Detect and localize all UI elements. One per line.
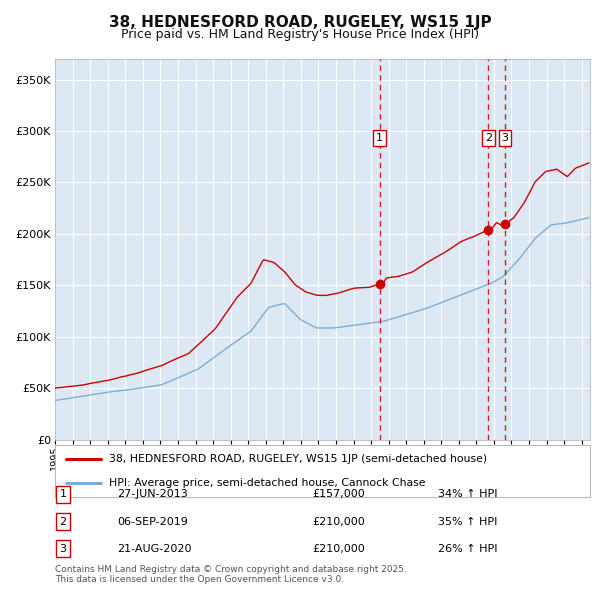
Text: 3: 3	[502, 133, 509, 143]
Text: £157,000: £157,000	[312, 490, 365, 499]
Text: 1: 1	[376, 133, 383, 143]
Text: 38, HEDNESFORD ROAD, RUGELEY, WS15 1JP: 38, HEDNESFORD ROAD, RUGELEY, WS15 1JP	[109, 15, 491, 30]
Text: Contains HM Land Registry data © Crown copyright and database right 2025.
This d: Contains HM Land Registry data © Crown c…	[55, 565, 407, 584]
Text: 35% ↑ HPI: 35% ↑ HPI	[438, 517, 497, 526]
Text: 2: 2	[485, 133, 492, 143]
Text: 3: 3	[59, 544, 67, 553]
Text: 38, HEDNESFORD ROAD, RUGELEY, WS15 1JP (semi-detached house): 38, HEDNESFORD ROAD, RUGELEY, WS15 1JP (…	[109, 454, 487, 464]
Text: 26% ↑ HPI: 26% ↑ HPI	[438, 544, 497, 553]
Text: 1: 1	[59, 490, 67, 499]
Text: 27-JUN-2013: 27-JUN-2013	[117, 490, 188, 499]
Text: 34% ↑ HPI: 34% ↑ HPI	[438, 490, 497, 499]
Text: £210,000: £210,000	[312, 517, 365, 526]
Text: 2: 2	[59, 517, 67, 526]
Text: 06-SEP-2019: 06-SEP-2019	[117, 517, 188, 526]
Text: 21-AUG-2020: 21-AUG-2020	[117, 544, 191, 553]
Text: Price paid vs. HM Land Registry's House Price Index (HPI): Price paid vs. HM Land Registry's House …	[121, 28, 479, 41]
Text: £210,000: £210,000	[312, 544, 365, 553]
Text: HPI: Average price, semi-detached house, Cannock Chase: HPI: Average price, semi-detached house,…	[109, 478, 425, 488]
